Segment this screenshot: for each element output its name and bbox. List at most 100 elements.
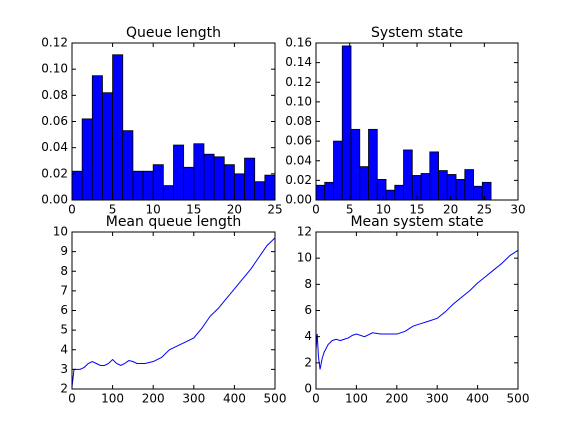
bar xyxy=(183,166,195,201)
y-tick-label: 6 xyxy=(304,303,312,317)
x-tick-label: 20 xyxy=(227,203,242,217)
bar xyxy=(244,157,256,201)
axes-background xyxy=(72,232,275,389)
y-tick-label: 2 xyxy=(304,355,312,369)
y-tick-label: 12 xyxy=(297,225,312,239)
y-tick-label: 0.04 xyxy=(41,140,68,154)
bar xyxy=(455,178,466,201)
x-tick-label: 400 xyxy=(223,392,246,406)
bar xyxy=(173,144,185,201)
x-tick-label: 5 xyxy=(346,203,354,217)
y-tick-label: 0.06 xyxy=(285,134,312,148)
y-tick-label: 0.02 xyxy=(285,173,312,187)
bar xyxy=(368,128,378,201)
y-tick-label: 0.14 xyxy=(285,55,312,69)
y-tick-label: 9 xyxy=(60,244,68,258)
bar xyxy=(233,173,245,201)
chart-title: Mean queue length xyxy=(106,214,242,230)
bar xyxy=(162,185,174,201)
bar xyxy=(473,185,483,201)
y-tick-label: 0.10 xyxy=(41,62,68,76)
x-tick-label: 400 xyxy=(466,392,489,406)
bar xyxy=(420,173,431,201)
x-tick-label: 500 xyxy=(507,392,530,406)
x-tick-label: 0 xyxy=(312,392,320,406)
bar xyxy=(152,164,164,201)
y-tick-label: 0.08 xyxy=(41,88,68,102)
bar xyxy=(122,130,134,201)
y-tick-label: 4 xyxy=(304,329,312,343)
bar xyxy=(132,170,144,201)
x-tick-label: 200 xyxy=(385,392,408,406)
y-tick-label: 0.10 xyxy=(285,94,312,108)
bar xyxy=(359,166,369,201)
y-tick-label: 0.16 xyxy=(285,36,312,50)
y-tick-label: 0.00 xyxy=(285,193,312,207)
x-tick-label: 30 xyxy=(510,203,525,217)
x-tick-label: 0 xyxy=(312,203,320,217)
y-tick-label: 4 xyxy=(60,342,68,356)
bar xyxy=(394,184,404,201)
x-tick-label: 20 xyxy=(443,203,458,217)
bar xyxy=(213,156,225,201)
chart-title: Queue length xyxy=(126,25,221,41)
x-tick-label: 0 xyxy=(68,392,76,406)
y-tick-label: 8 xyxy=(304,277,312,291)
y-tick-label: 7 xyxy=(60,283,68,297)
bar xyxy=(341,45,352,201)
bar xyxy=(315,184,326,201)
y-tick-label: 0 xyxy=(304,382,312,396)
bar xyxy=(350,128,361,201)
y-tick-label: 3 xyxy=(60,362,68,376)
y-tick-label: 0.00 xyxy=(41,193,68,207)
bar xyxy=(438,170,448,201)
x-tick-label: 15 xyxy=(409,203,424,217)
bar xyxy=(481,181,492,201)
x-tick-label: 25 xyxy=(477,203,492,217)
y-tick-label: 0.08 xyxy=(285,114,312,128)
bar xyxy=(102,92,113,201)
y-tick-label: 0.06 xyxy=(41,114,68,128)
x-tick-label: 300 xyxy=(426,392,449,406)
x-tick-label: 300 xyxy=(182,392,205,406)
bar xyxy=(324,181,334,201)
y-tick-label: 0.12 xyxy=(285,75,312,89)
x-tick-label: 500 xyxy=(264,392,287,406)
bar xyxy=(142,170,154,201)
line xyxy=(315,249,519,370)
bar xyxy=(446,174,457,201)
bar xyxy=(403,149,413,201)
chart-title: Mean system state xyxy=(350,214,483,230)
y-tick-label: 0.12 xyxy=(41,36,68,50)
bar xyxy=(385,189,396,201)
bar xyxy=(264,174,276,201)
chart-title: System state xyxy=(371,25,463,41)
bar xyxy=(71,170,83,201)
y-tick-label: 8 xyxy=(60,264,68,278)
y-tick-label: 10 xyxy=(53,225,68,239)
x-tick-label: 200 xyxy=(142,392,165,406)
y-tick-label: 0.02 xyxy=(41,166,68,180)
x-tick-label: 15 xyxy=(186,203,201,217)
x-tick-label: 0 xyxy=(68,203,76,217)
x-tick-label: 10 xyxy=(376,203,391,217)
bar xyxy=(112,54,124,201)
bar xyxy=(223,164,235,201)
x-tick-label: 5 xyxy=(109,203,117,217)
line xyxy=(71,237,276,388)
bar xyxy=(81,118,93,201)
bar xyxy=(203,153,215,201)
bar xyxy=(91,75,103,201)
bar xyxy=(254,181,266,201)
x-tick-label: 10 xyxy=(146,203,161,217)
axes-background xyxy=(316,232,518,389)
x-tick-label: 25 xyxy=(267,203,282,217)
bar xyxy=(193,143,205,201)
y-tick-label: 2 xyxy=(60,382,68,396)
y-tick-label: 6 xyxy=(60,303,68,317)
y-tick-label: 5 xyxy=(60,323,68,337)
x-tick-label: 100 xyxy=(345,392,368,406)
bar xyxy=(333,140,343,201)
bar xyxy=(464,169,474,201)
